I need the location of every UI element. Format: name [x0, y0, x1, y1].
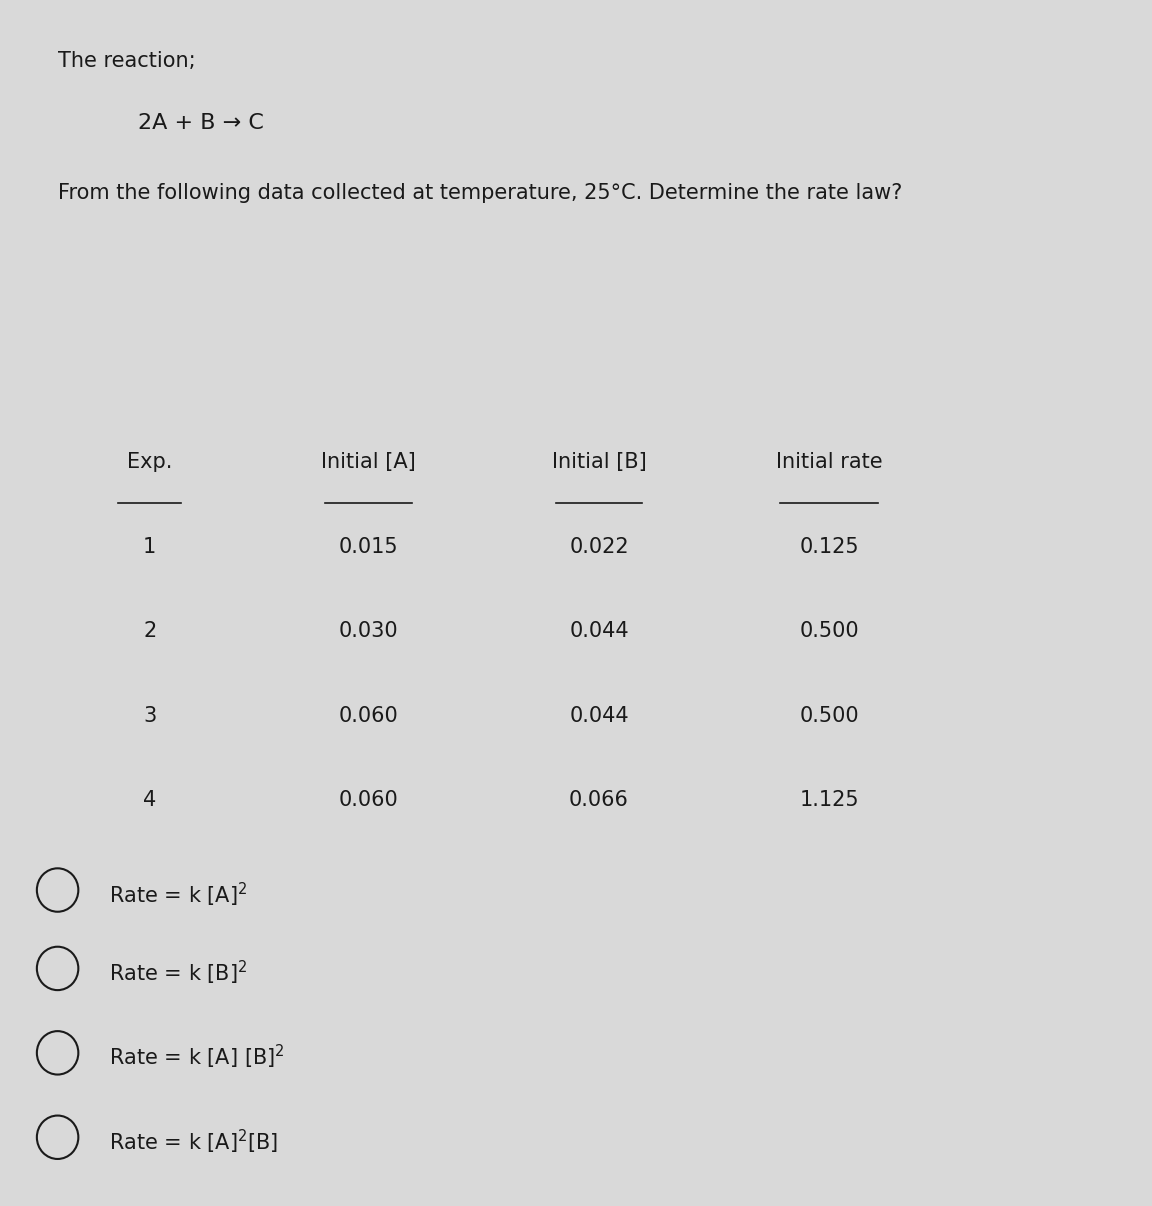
- Text: Rate = k [A]$^2$[B]: Rate = k [A]$^2$[B]: [109, 1128, 279, 1155]
- Text: The reaction;: The reaction;: [58, 51, 195, 71]
- Text: 2A + B → C: 2A + B → C: [138, 113, 264, 134]
- Text: 0.044: 0.044: [569, 706, 629, 726]
- Text: 0.044: 0.044: [569, 621, 629, 642]
- Text: 0.060: 0.060: [339, 706, 399, 726]
- Text: 1.125: 1.125: [799, 790, 859, 810]
- Text: Initial rate: Initial rate: [776, 452, 882, 473]
- Text: From the following data collected at temperature, 25°C. Determine the rate law?: From the following data collected at tem…: [58, 183, 902, 204]
- Text: 0.125: 0.125: [799, 537, 859, 557]
- Text: 3: 3: [143, 706, 157, 726]
- Text: 0.066: 0.066: [569, 790, 629, 810]
- Text: Exp.: Exp.: [127, 452, 173, 473]
- Text: 0.060: 0.060: [339, 790, 399, 810]
- Text: 0.500: 0.500: [799, 706, 859, 726]
- Text: 0.030: 0.030: [339, 621, 399, 642]
- Text: 2: 2: [143, 621, 157, 642]
- Text: Rate = k [B]$^2$: Rate = k [B]$^2$: [109, 959, 248, 987]
- Text: 0.500: 0.500: [799, 621, 859, 642]
- Text: 0.022: 0.022: [569, 537, 629, 557]
- Text: Initial [B]: Initial [B]: [552, 452, 646, 473]
- Text: 4: 4: [143, 790, 157, 810]
- Text: Initial [A]: Initial [A]: [321, 452, 416, 473]
- Text: 0.015: 0.015: [339, 537, 399, 557]
- Text: Rate = k [A] [B]$^2$: Rate = k [A] [B]$^2$: [109, 1043, 286, 1071]
- Text: 1: 1: [143, 537, 157, 557]
- Text: Rate = k [A]$^2$: Rate = k [A]$^2$: [109, 880, 248, 908]
